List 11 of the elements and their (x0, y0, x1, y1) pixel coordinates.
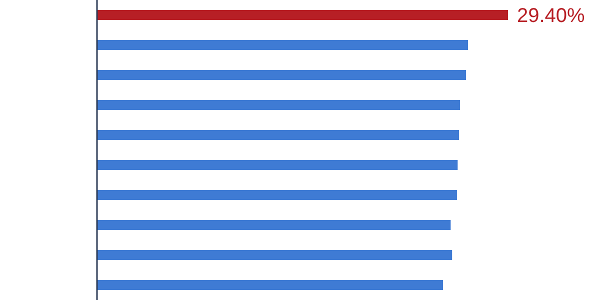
bar (97, 40, 468, 50)
bar (97, 190, 457, 200)
data-label: 29.40% (517, 5, 586, 28)
bar (97, 10, 508, 20)
bar (97, 130, 460, 140)
bar (97, 280, 443, 290)
bar (97, 250, 452, 260)
bar (97, 100, 460, 110)
bar (97, 220, 451, 230)
bar (97, 160, 458, 170)
bar (97, 70, 466, 80)
